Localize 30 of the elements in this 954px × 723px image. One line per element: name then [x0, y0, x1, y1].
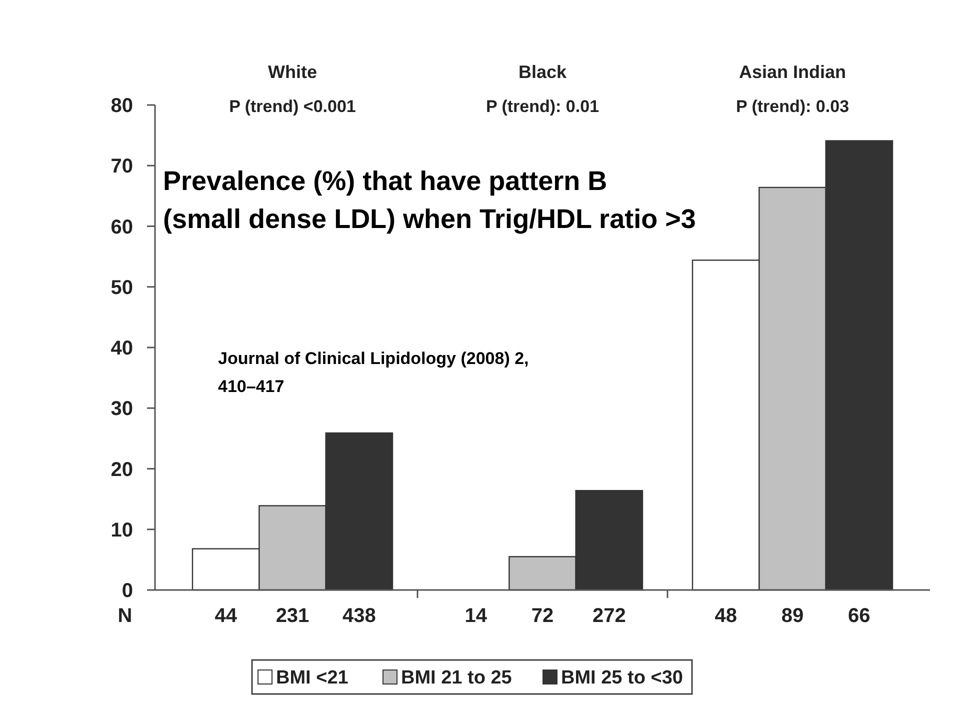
y-tick-label: 60	[110, 216, 133, 238]
text: N	[118, 605, 132, 627]
y-tick-label: 40	[110, 338, 133, 360]
annotation: P (trend) <0.001	[229, 97, 356, 116]
x-tick-label: Asian Indian	[738, 62, 846, 82]
text: 438	[342, 605, 376, 627]
text: 66	[848, 605, 870, 627]
y-tick-label: 30	[110, 398, 133, 420]
x-tick-label: Black	[518, 62, 568, 82]
y-tick-label: 70	[110, 156, 133, 178]
annotation: Journal of Clinical Lipidology (2008) 2, 410–417	[218, 349, 529, 396]
text: 72	[531, 605, 554, 627]
x-tick-label: White	[268, 62, 317, 82]
annotation: P (trend): 0.01	[486, 97, 600, 116]
legend-label: BMI 25 to <30	[561, 668, 683, 689]
annotation: Prevalence (%) that have pattern B (small dense LDL) when Trig/HDL ratio >3	[163, 166, 696, 234]
text: 231	[276, 605, 310, 627]
legend-label: BMI 21 to 25	[401, 668, 512, 689]
text: 48	[714, 605, 737, 627]
text: 14	[464, 605, 488, 627]
text: 89	[781, 605, 804, 627]
text: 44	[214, 605, 238, 627]
y-tick-label: 80	[110, 95, 133, 117]
y-tick-label: 0	[122, 580, 133, 602]
y-tick-label: 50	[110, 276, 133, 299]
y-tick-label: 20	[110, 458, 133, 481]
legend-label: BMI <21	[276, 668, 349, 689]
annotation: P (trend): 0.03	[736, 97, 850, 116]
y-tick-label: 10	[110, 519, 133, 542]
text: 272	[592, 605, 626, 627]
